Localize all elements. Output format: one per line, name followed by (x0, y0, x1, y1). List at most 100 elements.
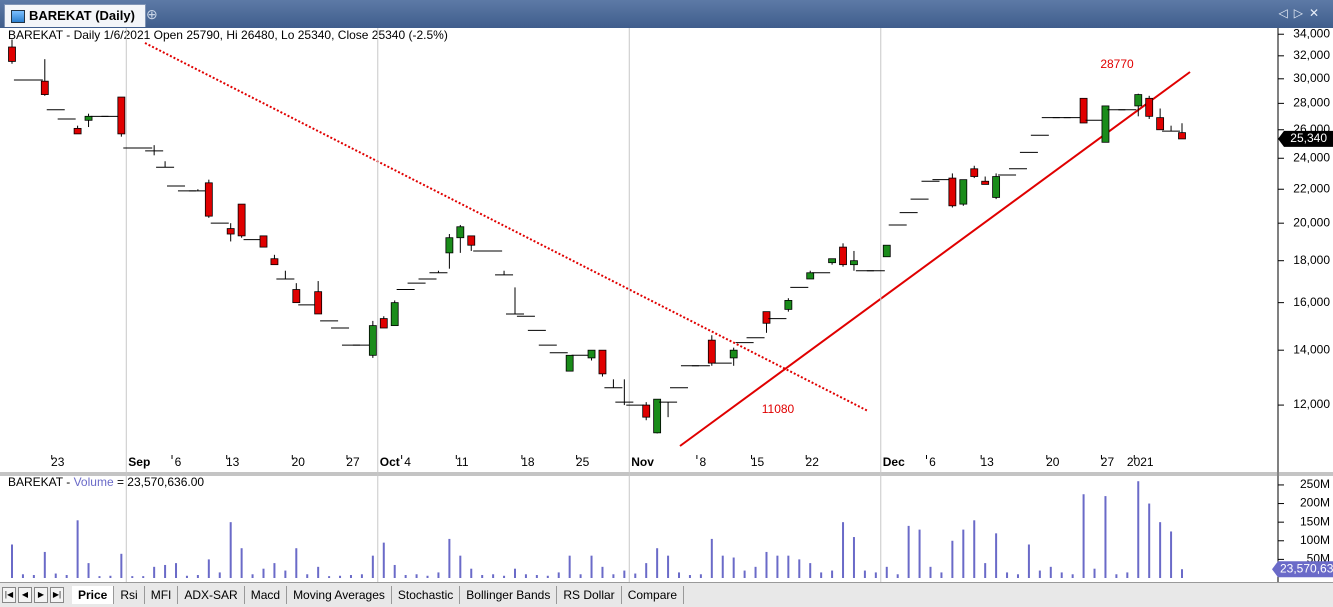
volume-bar (1159, 522, 1162, 578)
volume-bar (196, 575, 199, 578)
volume-bar (929, 566, 932, 578)
volume-bar (831, 570, 834, 578)
tab-title: BAREKAT (Daily) (29, 8, 135, 23)
volume-bar (940, 572, 943, 578)
sheet-tab[interactable]: Stochastic (392, 586, 461, 604)
volume-bar (513, 568, 516, 578)
sheet-tab[interactable]: RS Dollar (557, 586, 622, 604)
candle-body (948, 177, 957, 207)
x-tick-label: 13 (226, 455, 240, 469)
y-tick-label: 16,000 (1293, 295, 1330, 309)
sheet-tab[interactable]: Rsi (114, 586, 145, 604)
y-tick-label: 150M (1300, 514, 1330, 528)
sheet-tab[interactable]: ADX-SAR (178, 586, 245, 604)
candle-body (1079, 97, 1088, 124)
volume-bar (240, 548, 243, 578)
candle-body (850, 260, 858, 266)
volume-bar (1049, 566, 1052, 578)
candle-body (784, 300, 793, 310)
volume-bar (842, 522, 845, 578)
candle-body (970, 168, 979, 177)
trend-line-dotted (144, 42, 869, 412)
y-tick-label: 20,000 (1293, 215, 1330, 229)
volume-bar (820, 572, 823, 578)
candle-body (707, 339, 716, 364)
volume-bar (481, 575, 484, 578)
nav-last[interactable]: ▶| (50, 587, 64, 603)
tab-nav[interactable]: ◁▷✕ (1278, 6, 1325, 20)
sheet-tab[interactable]: Moving Averages (287, 586, 392, 604)
volume-bar (787, 555, 790, 578)
nav-next[interactable]: ▶ (34, 587, 48, 603)
volume-bar (470, 568, 473, 578)
volume-bar (207, 559, 210, 578)
volume-bar (1148, 503, 1151, 578)
nav-prev[interactable]: ◀ (18, 587, 32, 603)
x-tick-label: 22 (806, 455, 820, 469)
volume-bar (65, 575, 68, 578)
volume-bar (721, 555, 724, 578)
volume-bar (1016, 574, 1019, 578)
candle-body (314, 291, 323, 315)
volume-bar (404, 575, 407, 578)
candle-body (1156, 117, 1165, 131)
nav-first[interactable]: |◀ (2, 587, 16, 603)
volume-bar (863, 570, 866, 578)
x-tick-label: 2021 (1127, 455, 1154, 469)
title-bar: BAREKAT (Daily) ⊕ ◁▷✕ (0, 0, 1333, 28)
y-tick-label: 14,000 (1293, 342, 1330, 356)
volume-bar (699, 574, 702, 578)
volume-bar (109, 575, 112, 578)
volume-bar (492, 574, 495, 578)
candle-body (1178, 132, 1186, 140)
candle-body (84, 115, 93, 121)
candle-body (40, 80, 49, 95)
volume-bar (1126, 572, 1129, 578)
volume-bar (984, 563, 987, 578)
volume-bar (11, 544, 13, 578)
y-tick-label: 100M (1300, 533, 1330, 547)
volume-bar (568, 555, 571, 578)
chart-tab[interactable]: BAREKAT (Daily) (4, 4, 146, 27)
x-tick-label: 20 (292, 455, 306, 469)
volume-bar (339, 575, 342, 578)
sheet-tab[interactable]: MFI (145, 586, 179, 604)
candle-body (8, 46, 16, 62)
volume-bar (43, 551, 46, 578)
volume-name: Volume (74, 475, 114, 489)
volume-bar (1006, 572, 1009, 578)
volume-bar (590, 555, 593, 578)
volume-bar (349, 575, 352, 578)
volume-bar (798, 559, 801, 578)
last-price-box (1278, 130, 1333, 147)
volume-header: BAREKAT - Volume = 23,570,636.00 (8, 475, 204, 489)
last-volume-box (1272, 561, 1333, 578)
volume-bar (973, 520, 976, 578)
sheet-tab[interactable]: Price (72, 586, 115, 604)
sheet-tab[interactable]: Bollinger Bands (460, 586, 558, 604)
candle-body (762, 311, 771, 324)
sheet-tab[interactable]: Compare (622, 586, 685, 604)
candle-body (981, 180, 990, 185)
sheet-tab[interactable]: Macd (245, 586, 288, 604)
y-tick-label: 18,000 (1293, 253, 1330, 267)
volume-bar (962, 529, 965, 578)
volume-bar (262, 568, 265, 578)
x-tick-label: 27 (346, 455, 360, 469)
volume-bar (459, 555, 462, 578)
volume-bar (623, 570, 626, 578)
volume-bar (426, 575, 429, 578)
volume-bar (21, 574, 24, 578)
x-tick-label: Oct (380, 455, 400, 469)
candle-body (828, 258, 836, 264)
candle-body (379, 318, 388, 329)
volume-bar (251, 574, 254, 578)
volume-bar (1071, 574, 1074, 578)
new-tab[interactable]: ⊕ (146, 6, 158, 22)
volume-bar (656, 548, 659, 578)
last-price-label: 25,340 (1290, 131, 1327, 145)
y-tick-label: 34,000 (1293, 28, 1330, 40)
candle-body (204, 182, 213, 217)
x-tick-label: 15 (751, 455, 765, 469)
volume-bar (809, 563, 812, 578)
